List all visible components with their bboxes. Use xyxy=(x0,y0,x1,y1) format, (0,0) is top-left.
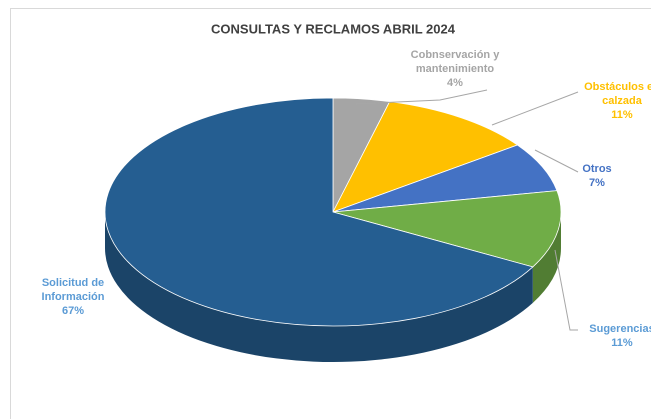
slice-side xyxy=(105,212,533,363)
label-value: 11% xyxy=(611,337,633,349)
chart-title: CONSULTAS Y RECLAMOS ABRIL 2024 xyxy=(211,21,456,36)
slice-side xyxy=(532,212,561,303)
leader-line xyxy=(554,249,578,331)
label-value: 11% xyxy=(611,109,633,121)
data-label: Obstáculos en calzada 11% xyxy=(572,80,651,122)
label-name: Cobnservación y mantenimiento xyxy=(410,49,500,75)
label-value: 67% xyxy=(61,305,85,317)
label-name: Otros xyxy=(582,163,612,175)
leader-line xyxy=(534,149,579,173)
label-name: Sugerencias xyxy=(589,323,651,335)
label-value: 4% xyxy=(447,77,463,89)
slice xyxy=(104,97,534,327)
data-label: Solicitud de Información 67% xyxy=(18,276,128,318)
leader-line xyxy=(354,89,488,105)
slice xyxy=(332,101,519,213)
leader-line xyxy=(491,91,579,126)
label-value: 7% xyxy=(589,177,605,189)
slice xyxy=(332,190,562,268)
data-label: Otros 7% xyxy=(572,162,622,190)
label-name: Obstáculos en calzada xyxy=(584,81,651,107)
data-label: Sugerencias 11% xyxy=(582,322,651,350)
data-label: Cobnservación y mantenimiento 4% xyxy=(395,48,515,90)
label-name: Solicitud de Información xyxy=(41,277,105,303)
